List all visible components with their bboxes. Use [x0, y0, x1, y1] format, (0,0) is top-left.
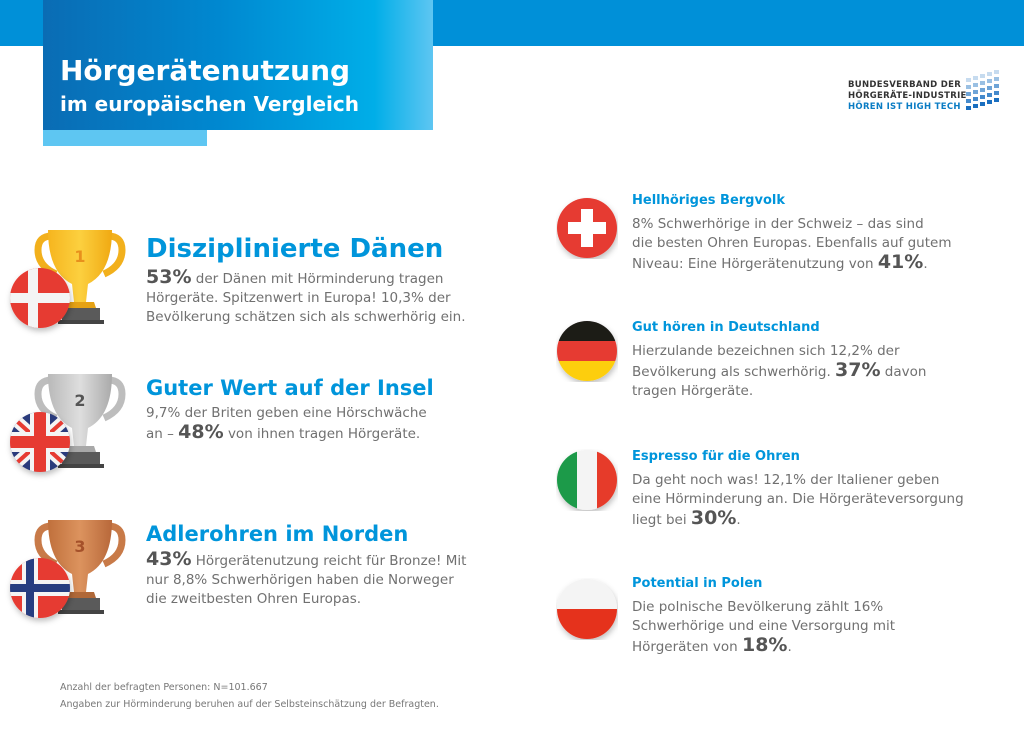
body-line: Hörgeräte. Spitzenwert in Europa! 10,3% … — [146, 290, 451, 306]
logo: BUNDESVERBAND DER HÖRGERÄTE-INDUSTRIE HÖ… — [848, 80, 967, 113]
logo-grid-cell — [987, 79, 992, 83]
country-item-poland: Potential in Polen Die polnische Bevölke… — [548, 576, 1024, 666]
body-line: 53% der Dänen mit Hörminderung tragen — [146, 266, 444, 288]
body-line: Bevölkerung als schwerhörig. 37% davon — [632, 359, 927, 381]
body-line: 8% Schwerhörige in der Schweiz – das sin… — [632, 216, 924, 232]
silver-trophy-icon: 2 — [10, 374, 126, 472]
logo-line-1: BUNDESVERBAND DER — [848, 80, 962, 90]
logo-grid-icon — [966, 70, 999, 110]
ranked-item-denmark: 1 Disziplinierte Dänen 53% der Dänen mit… — [0, 222, 540, 342]
logo-grid-cell — [980, 95, 985, 99]
item-body: Hierzulande bezeichnen sich 12,2% der Be… — [632, 342, 926, 401]
flag-denmark-icon — [10, 268, 70, 328]
item-body: Da geht noch was! 12,1% der Italiener ge… — [632, 471, 964, 530]
bronze-trophy-icon: 3 — [10, 520, 126, 618]
body-line: die besten Ohren Europas. Ebenfalls auf … — [632, 235, 952, 251]
body-line: Hierzulande bezeichnen sich 12,2% der — [632, 343, 900, 359]
logo-grid-cell — [973, 90, 978, 94]
logo-grid-cell — [980, 102, 985, 106]
body-line: Niveau: Eine Hörgerätenutzung von 41%. — [632, 251, 928, 273]
logo-grid-cell — [994, 91, 999, 95]
flag-italy-icon — [557, 450, 617, 510]
logo-grid-cell — [987, 100, 992, 104]
logo-grid-cell — [994, 98, 999, 102]
gold-trophy-icon: 1 — [10, 230, 126, 328]
body-line: an – 48% von ihnen tragen Hörgeräte. — [146, 421, 421, 443]
country-item-switzerland: Hellhöriges Bergvolk 8% Schwerhörige in … — [548, 193, 1024, 283]
logo-grid-cell — [973, 83, 978, 87]
logo-grid-cell — [966, 106, 971, 110]
logo-grid-cell — [966, 99, 971, 103]
flag-poland-icon — [557, 579, 617, 639]
country-item-italy: Espresso für die Ohren Da geht noch was!… — [548, 449, 1024, 539]
item-body: Die polnische Bevölkerung zählt 16% Schw… — [632, 598, 895, 657]
logo-grid-cell — [987, 86, 992, 90]
logo-line-2: HÖRGERÄTE-INDUSTRIE — [848, 91, 967, 101]
title-accent-strip — [43, 130, 207, 146]
body-line: nur 8,8% Schwerhörigen haben die Norwege… — [146, 572, 454, 588]
item-body: 53% der Dänen mit Hörminderung tragen Hö… — [146, 268, 466, 327]
footnote-self-assessment: Angaben zur Hörminderung beruhen auf der… — [60, 699, 439, 710]
item-heading: Hellhöriges Bergvolk — [632, 193, 785, 208]
highlight-percent: 53% — [146, 266, 192, 288]
logo-grid-cell — [980, 81, 985, 85]
page-subtitle: im europäischen Vergleich — [60, 92, 359, 116]
rank-label: 2 — [74, 391, 85, 410]
item-heading: Espresso für die Ohren — [632, 449, 800, 464]
page-title: Hörgerätenutzung — [60, 54, 351, 87]
highlight-percent: 43% — [146, 548, 192, 570]
logo-grid-cell — [987, 93, 992, 97]
logo-grid-cell — [994, 84, 999, 88]
highlight-percent: 18% — [741, 634, 788, 656]
country-item-germany: Gut hören in Deutschland Hierzulande bez… — [548, 320, 1024, 410]
logo-grid-cell — [994, 70, 999, 74]
item-heading: Potential in Polen — [632, 576, 763, 591]
flag-germany-icon — [557, 321, 617, 381]
rank-label: 1 — [74, 247, 85, 266]
body-line: tragen Hörgeräte. — [632, 383, 754, 399]
logo-grid-cell — [980, 88, 985, 92]
ranked-item-uk: 2 Guter Wert auf der Insel 9,7% der Brit… — [0, 370, 540, 480]
highlight-percent: 37% — [835, 359, 881, 381]
body-line: Da geht noch was! 12,1% der Italiener ge… — [632, 472, 940, 488]
item-heading: Guter Wert auf der Insel — [146, 376, 434, 400]
highlight-percent: 48% — [178, 421, 224, 443]
body-line: Schwerhörige und eine Versorgung mit — [632, 618, 896, 634]
item-heading: Adlerohren im Norden — [146, 522, 409, 546]
logo-grid-cell — [973, 97, 978, 101]
ranked-item-norway: 3 Adlerohren im Norden 43% Hörgerätenutz… — [0, 514, 540, 634]
footnote-sample-size: Anzahl der befragten Personen: N=101.667 — [60, 682, 268, 693]
body-line: die zweitbesten Ohren Europas. — [146, 591, 362, 607]
item-heading: Disziplinierte Dänen — [146, 234, 444, 264]
body-line: Hörgeräten von 18%. — [632, 634, 792, 656]
title-box — [43, 0, 433, 130]
logo-grid-cell — [973, 104, 978, 108]
flag-switzerland-icon — [557, 198, 617, 258]
logo-grid-cell — [994, 77, 999, 81]
body-line: eine Hörminderung an. Die Hörgeräteverso… — [632, 491, 964, 507]
logo-grid-cell — [973, 76, 978, 80]
item-heading: Gut hören in Deutschland — [632, 320, 820, 335]
body-line: 43% Hörgerätenutzung reicht für Bronze! … — [146, 548, 467, 570]
logo-tagline: HÖREN IST HIGH TECH — [848, 102, 961, 112]
rank-label: 3 — [74, 537, 85, 556]
logo-grid-cell — [966, 85, 971, 89]
logo-grid-cell — [980, 74, 985, 78]
item-body: 43% Hörgerätenutzung reicht für Bronze! … — [146, 550, 466, 609]
body-line: Bevölkerung schätzen sich als schwerhöri… — [146, 309, 466, 325]
item-body: 8% Schwerhörige in der Schweiz – das sin… — [632, 215, 951, 274]
body-line: 9,7% der Briten geben eine Hörschwäche — [146, 405, 427, 421]
body-line: liegt bei 30%. — [632, 507, 741, 529]
highlight-percent: 41% — [877, 251, 924, 273]
flag-norway-icon — [10, 558, 70, 618]
highlight-percent: 30% — [690, 507, 737, 529]
logo-grid-cell — [987, 72, 992, 76]
item-body: 9,7% der Briten geben eine Hörschwäche a… — [146, 404, 427, 444]
logo-grid-cell — [966, 92, 971, 96]
logo-grid-cell — [966, 78, 971, 82]
body-line: Die polnische Bevölkerung zählt 16% — [632, 599, 884, 615]
